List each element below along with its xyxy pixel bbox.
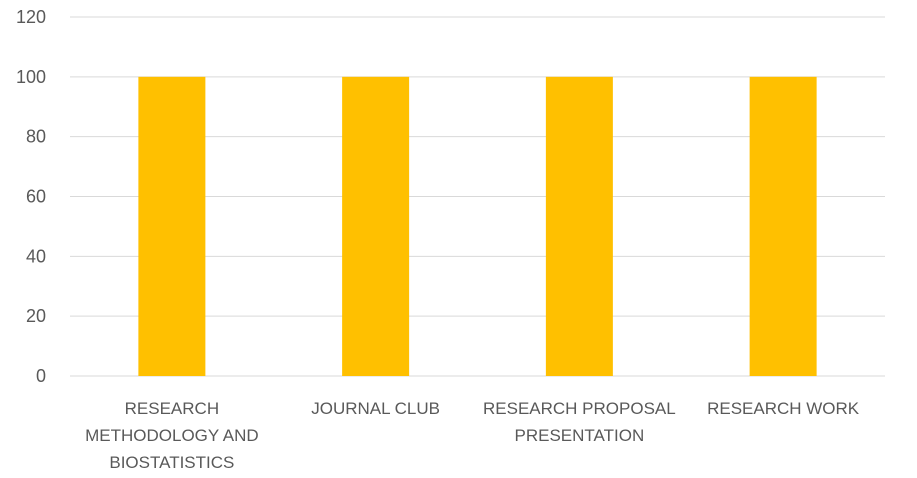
bar bbox=[138, 76, 206, 376]
bar bbox=[749, 76, 817, 376]
y-tick-label: 20 bbox=[26, 306, 46, 326]
y-tick-label: 80 bbox=[26, 127, 46, 147]
bar bbox=[342, 76, 410, 376]
y-tick-label: 40 bbox=[26, 246, 46, 266]
y-axis-ticks: 0 20 40 60 80 100 120 bbox=[16, 7, 46, 386]
y-tick-label: 0 bbox=[36, 366, 46, 386]
gridlines bbox=[70, 16, 885, 377]
x-category-label: RESEARCH METHODOLOGY AND BIOSTATISTICS bbox=[85, 399, 259, 472]
y-tick-label: 100 bbox=[16, 67, 46, 87]
x-category-label: JOURNAL CLUB bbox=[311, 399, 440, 418]
y-tick-label: 60 bbox=[26, 187, 46, 207]
x-category-label: RESEARCH PROPOSAL PRESENTATION bbox=[483, 399, 676, 445]
bars bbox=[138, 76, 817, 376]
x-category-label: RESEARCH WORK bbox=[707, 399, 860, 418]
bar bbox=[545, 76, 613, 376]
x-axis-categories: RESEARCH METHODOLOGY AND BIOSTATISTICS JOUR… bbox=[85, 399, 860, 472]
y-tick-label: 120 bbox=[16, 7, 46, 27]
